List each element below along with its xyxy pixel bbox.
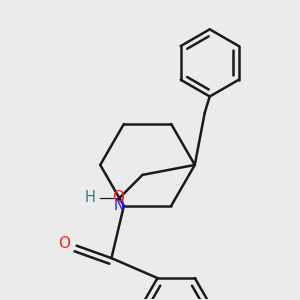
Text: O: O bbox=[58, 236, 70, 251]
Text: N: N bbox=[113, 198, 124, 213]
Text: H: H bbox=[85, 190, 96, 205]
Text: O: O bbox=[112, 190, 124, 205]
